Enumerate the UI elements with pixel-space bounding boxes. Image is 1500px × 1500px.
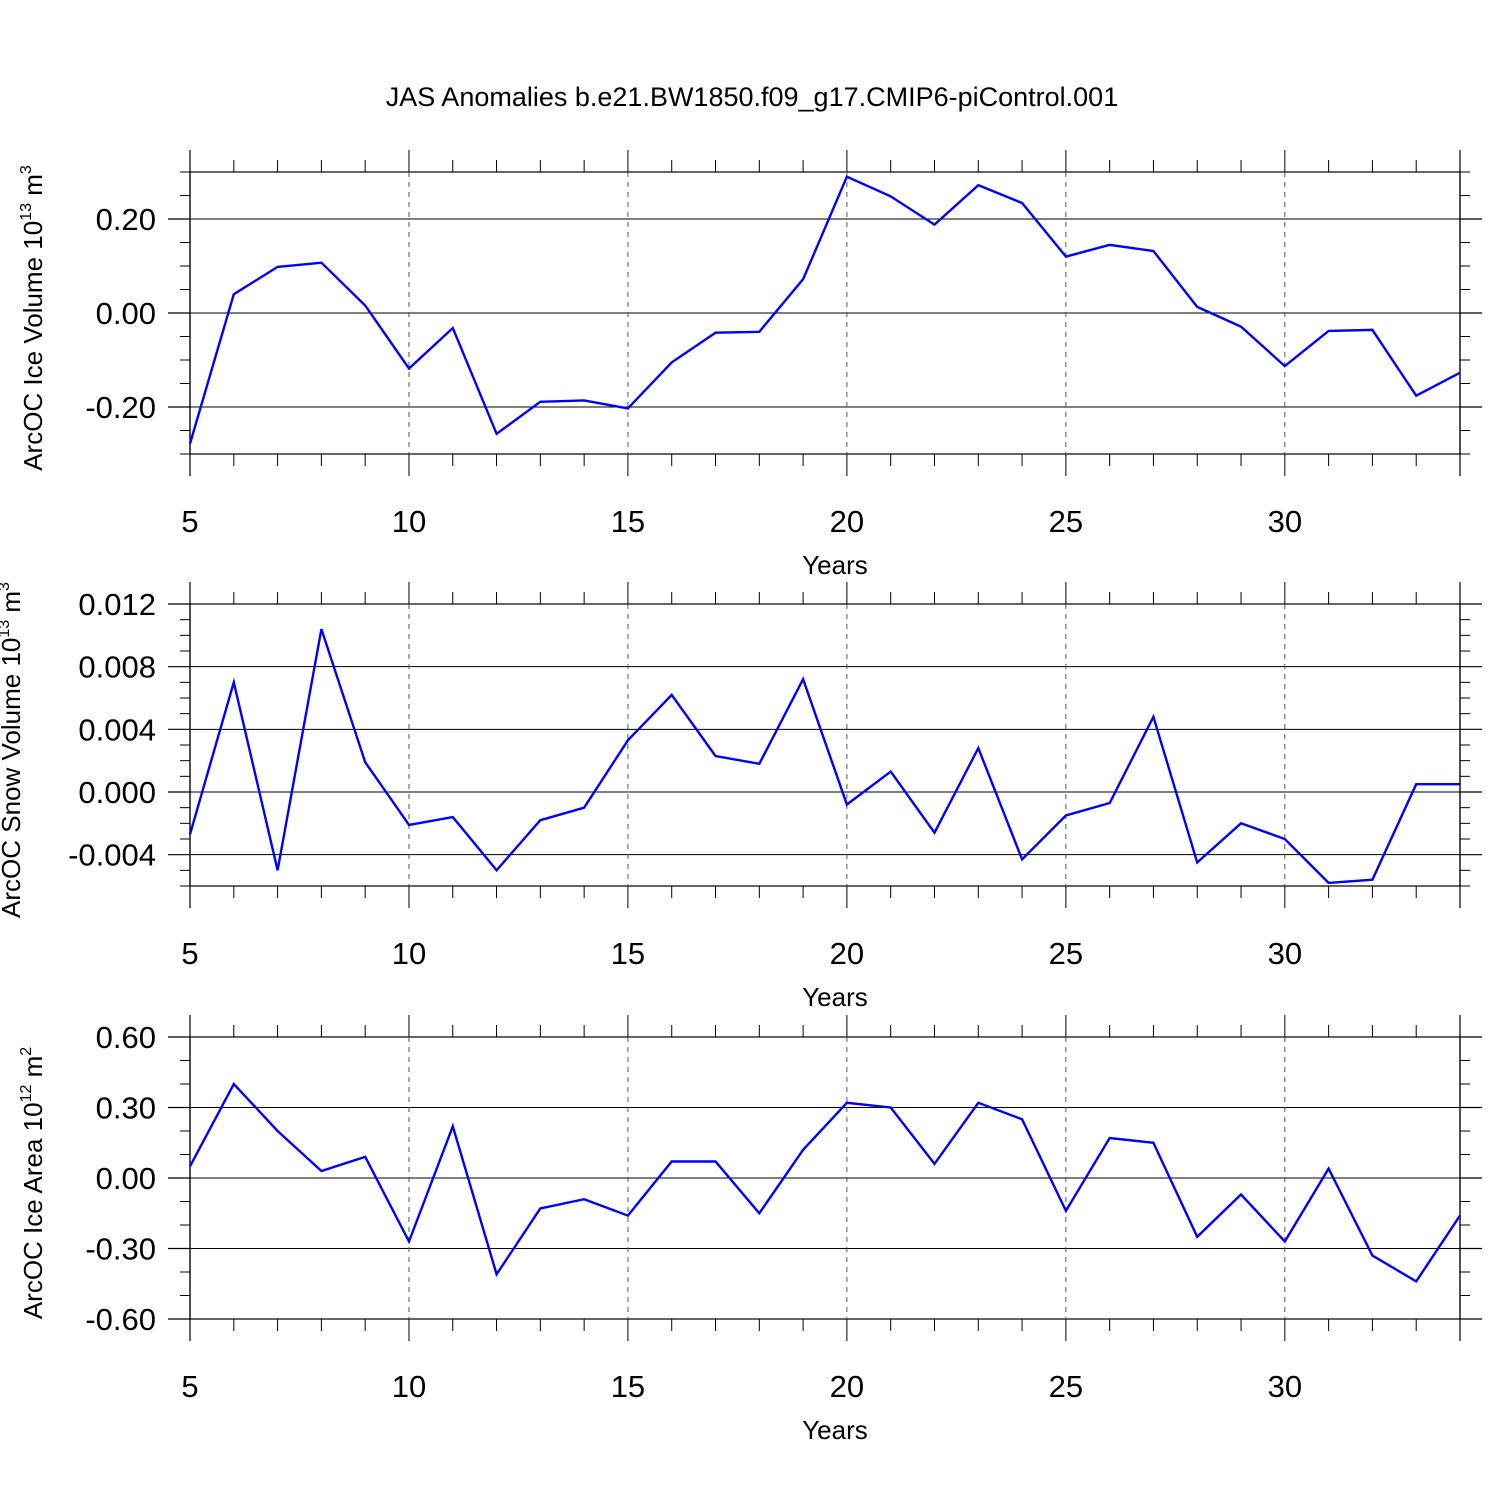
x-tick-label: 20 xyxy=(830,936,864,971)
y-tick-label: 0.00 xyxy=(96,1161,156,1196)
x-tick-label: 25 xyxy=(1049,936,1083,971)
x-tick-label: 5 xyxy=(181,1369,198,1404)
x-tick-label: 15 xyxy=(611,1369,645,1404)
y-tick-label: 0.008 xyxy=(78,650,156,685)
y-tick-label: 0.60 xyxy=(96,1020,156,1055)
x-tick-label: 10 xyxy=(392,504,426,539)
y-tick-label: 0.012 xyxy=(78,587,156,622)
x-tick-label: 10 xyxy=(392,936,426,971)
x-tick-label: 25 xyxy=(1049,504,1083,539)
y-tick-label: 0.00 xyxy=(96,296,156,331)
x-tick-label: 20 xyxy=(830,1369,864,1404)
chart-panel-3: 5 10 15 20 25 30 -0.60 -0.30 0.00 0.30 0.60 Years Ar… xyxy=(18,1015,1482,1445)
y-tick-label: -0.004 xyxy=(68,838,156,873)
figure-title: JAS Anomalies b.e21.BW1850.f09_g17.CMIP6… xyxy=(386,82,1118,112)
panels: 5 10 15 20 25 30 -0.20 0.00 0.20 Years ArcOC Ice V… xyxy=(0,150,1482,1445)
x-tick-label: 20 xyxy=(830,504,864,539)
y-tick-label: 0.004 xyxy=(78,712,156,747)
y-axis-label: ArcOC Snow Volume 1013 m3 xyxy=(0,582,26,918)
y-tick-label: -0.20 xyxy=(85,390,156,425)
series-line-1 xyxy=(188,175,1461,445)
chart-panel-2: 5 10 15 20 25 30 -0.004 0.000 0.004 0.008 0.012 Yea… xyxy=(0,582,1482,1012)
x-tick-label: 30 xyxy=(1268,936,1302,971)
y-axis-label: ArcOC Ice Volume 1013 m3 xyxy=(18,165,48,471)
series-line-3 xyxy=(188,1081,1461,1284)
y-tick-label: 0.000 xyxy=(78,775,156,810)
x-axis-label: Years xyxy=(802,982,868,1012)
x-tick-label: 30 xyxy=(1268,504,1302,539)
y-tick-label: 0.30 xyxy=(96,1091,156,1126)
x-tick-label: 30 xyxy=(1268,1369,1302,1404)
x-tick-label: 15 xyxy=(611,504,645,539)
x-tick-label: 15 xyxy=(611,936,645,971)
series-line-2 xyxy=(188,628,1460,885)
x-axis-label: Years xyxy=(802,1415,868,1445)
x-tick-label: 25 xyxy=(1049,1369,1083,1404)
y-tick-label: -0.30 xyxy=(85,1232,156,1267)
x-tick-label: 5 xyxy=(181,504,198,539)
x-tick-label: 10 xyxy=(392,1369,426,1404)
y-tick-label: 0.20 xyxy=(96,202,156,237)
chart-panel-1: 5 10 15 20 25 30 -0.20 0.00 0.20 Years ArcOC Ice V… xyxy=(18,150,1482,580)
x-axis-label: Years xyxy=(802,550,868,580)
y-axis-label: ArcOC Ice Area 1012 m2 xyxy=(18,1047,48,1319)
x-tick-label: 5 xyxy=(181,936,198,971)
y-tick-label: -0.60 xyxy=(85,1302,156,1337)
